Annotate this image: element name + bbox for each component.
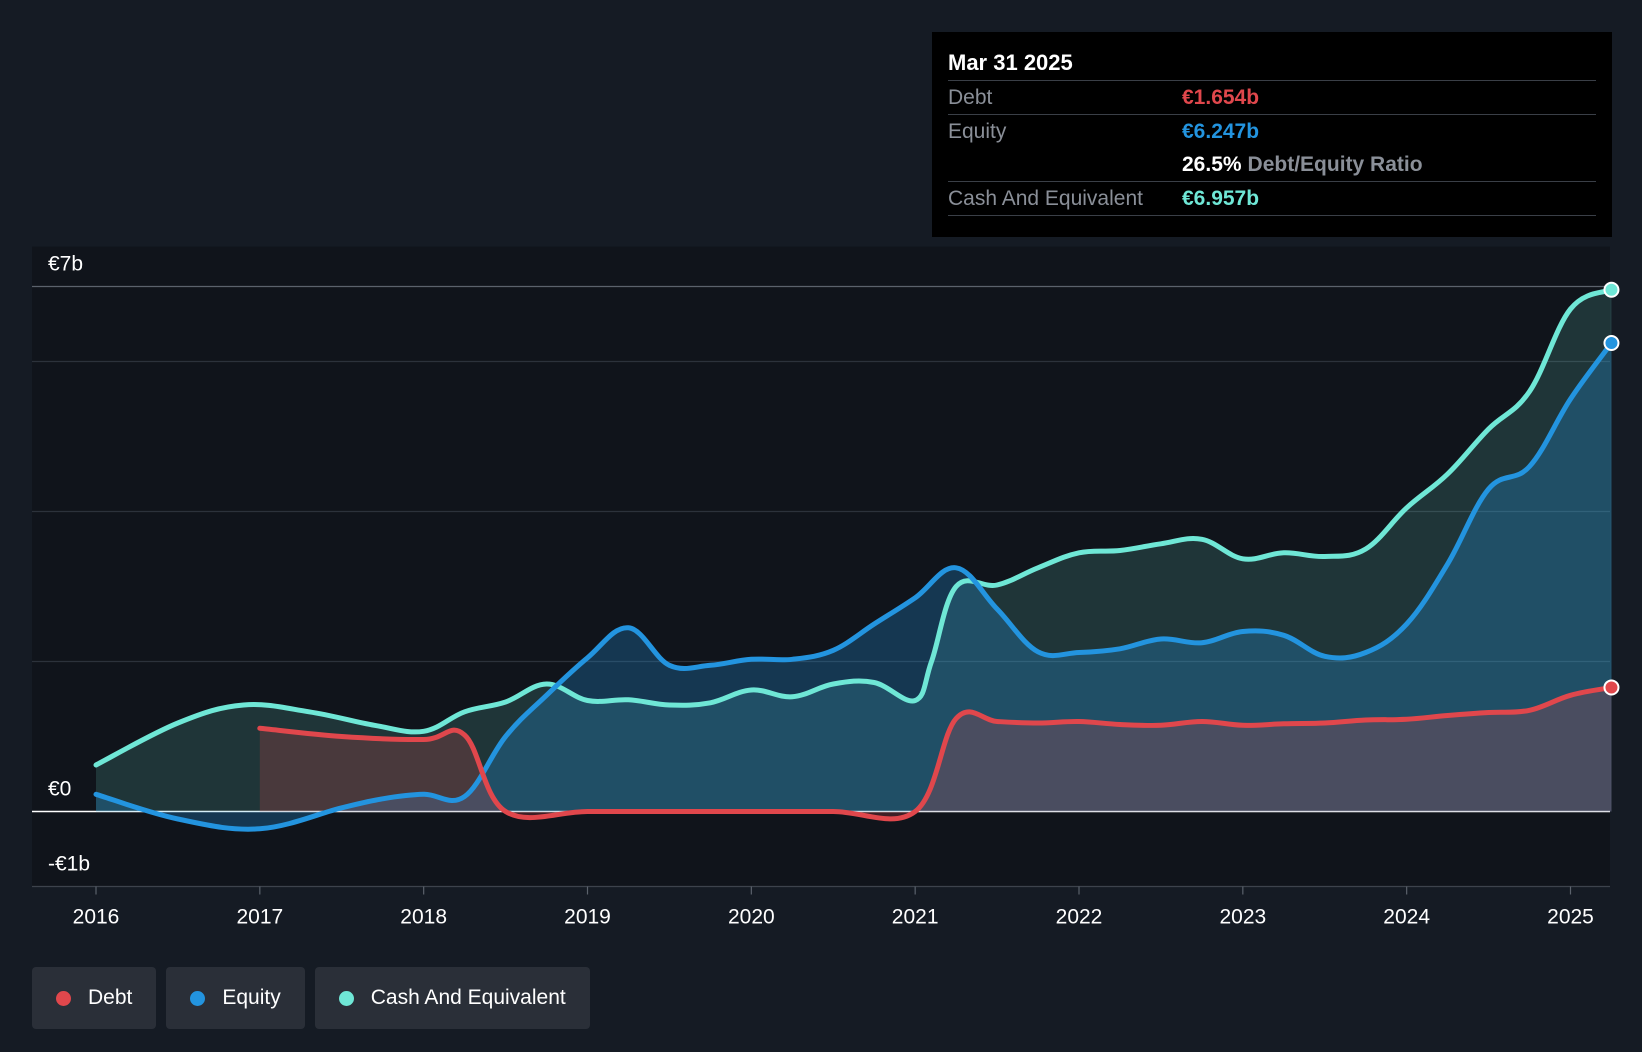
gridlines — [32, 285, 1610, 888]
legend-item-cash[interactable]: Cash And Equivalent — [314, 967, 590, 1029]
equity-end-point — [1603, 334, 1620, 351]
chart-plot-background — [32, 246, 1610, 887]
legend-item-debt[interactable]: Debt — [32, 967, 157, 1029]
tooltip-equity-label: Equity — [948, 120, 1007, 143]
tooltip-equity-row: Equity €6.247b — [948, 115, 1596, 148]
series-lines — [93, 287, 1614, 832]
x-tick-label: 2022 — [1056, 906, 1103, 929]
equity-line — [93, 340, 1614, 832]
tooltip-cash-label: Cash And Equivalent — [948, 187, 1143, 210]
cash-dot-icon — [338, 990, 354, 1006]
tooltip-ratio-row: 26.5% Debt/Equity Ratio — [948, 148, 1596, 182]
legend-label-debt: Debt — [88, 986, 133, 1009]
y-axis: €7b €0 -€1b — [48, 253, 90, 876]
end-markers — [1603, 281, 1620, 696]
chart-legend: Debt Equity Cash And Equivalent — [32, 967, 590, 1029]
tooltip-debt-row: Debt €1.654b — [948, 81, 1596, 115]
x-tick-label: 2023 — [1219, 906, 1266, 929]
data-tooltip: Mar 31 2025 Debt €1.654b Equity €6.247b … — [932, 32, 1612, 237]
x-tick-label: 2021 — [892, 906, 939, 929]
y-tick-label: €7b — [48, 253, 83, 276]
equity-dot-icon — [190, 990, 206, 1006]
tooltip-ratio-value: 26.5% — [1182, 153, 1242, 176]
debt-line — [257, 685, 1614, 822]
x-tick-label: 2020 — [728, 906, 775, 929]
x-axis: 2016 2017 2018 2019 2020 2021 2022 2023 2024 2025 — [73, 886, 1594, 929]
debt-end-point — [1603, 679, 1620, 696]
x-tick-label: 2019 — [564, 906, 611, 929]
legend-label-equity: Equity — [222, 986, 281, 1009]
tooltip-debt-label: Debt — [948, 86, 993, 109]
cash-end-point — [1603, 281, 1620, 298]
x-tick-label: 2016 — [73, 906, 120, 929]
tooltip-cash-row: Cash And Equivalent €6.957b — [948, 182, 1596, 216]
y-tick-label: -€1b — [48, 853, 90, 876]
debt-dot-icon — [56, 990, 71, 1006]
tooltip-ratio-label: Debt/Equity Ratio — [1247, 153, 1423, 176]
legend-item-equity[interactable]: Equity — [166, 967, 305, 1029]
x-tick-label: 2025 — [1547, 906, 1594, 929]
legend-label-cash: Cash And Equivalent — [370, 986, 566, 1009]
tooltip-cash-value: €6.957b — [1182, 187, 1260, 210]
x-tick-label: 2018 — [400, 906, 447, 929]
x-tick-label: 2024 — [1383, 906, 1430, 929]
debt-area — [259, 687, 1612, 819]
y-tick-label: €0 — [48, 778, 71, 801]
tooltip-equity-value: €6.247b — [1182, 120, 1260, 143]
equity-area — [96, 343, 1612, 830]
cash-area — [96, 289, 1612, 812]
tooltip-debt-value: €1.654b — [1182, 86, 1260, 109]
series-areas — [96, 289, 1612, 830]
cash-line — [93, 287, 1614, 768]
tooltip-date: Mar 31 2025 — [948, 46, 1596, 81]
x-tick-label: 2017 — [236, 906, 283, 929]
